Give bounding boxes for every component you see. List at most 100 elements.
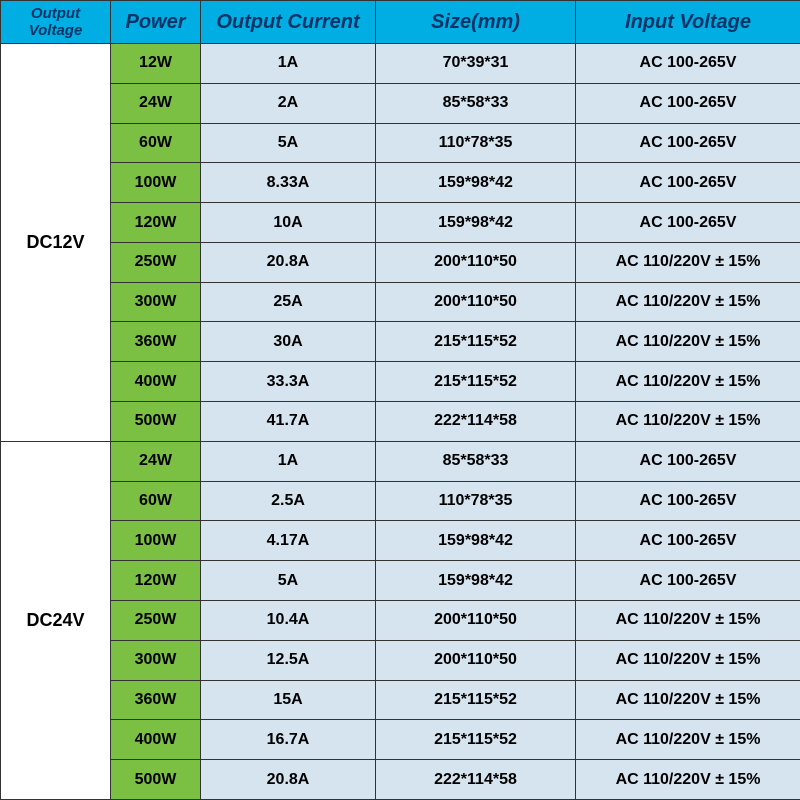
col-size: Size(mm) xyxy=(376,1,576,44)
table-row: 400W16.7A215*115*52AC 110/220V ± 15% xyxy=(1,720,800,760)
table-row: 24W2A85*58*33AC 100-265V xyxy=(1,83,800,123)
power-cell: 250W xyxy=(111,600,201,640)
size-cell: 85*58*33 xyxy=(376,83,576,123)
power-cell: 400W xyxy=(111,362,201,402)
size-cell: 215*115*52 xyxy=(376,362,576,402)
current-cell: 10.4A xyxy=(201,600,376,640)
size-cell: 159*98*42 xyxy=(376,203,576,243)
input-cell: AC 110/220V ± 15% xyxy=(576,322,800,362)
input-cell: AC 110/220V ± 15% xyxy=(576,720,800,760)
table-row: 250W20.8A200*110*50AC 110/220V ± 15% xyxy=(1,242,800,282)
power-cell: 24W xyxy=(111,83,201,123)
size-cell: 159*98*42 xyxy=(376,521,576,561)
size-cell: 110*78*35 xyxy=(376,481,576,521)
current-cell: 2.5A xyxy=(201,481,376,521)
table-row: 250W10.4A200*110*50AC 110/220V ± 15% xyxy=(1,600,800,640)
current-cell: 33.3A xyxy=(201,362,376,402)
size-cell: 200*110*50 xyxy=(376,600,576,640)
table-row: 120W10A159*98*42AC 100-265V xyxy=(1,203,800,243)
power-cell: 120W xyxy=(111,203,201,243)
size-cell: 200*110*50 xyxy=(376,282,576,322)
table-row: 120W5A159*98*42AC 100-265V xyxy=(1,561,800,601)
current-cell: 10A xyxy=(201,203,376,243)
size-cell: 70*39*31 xyxy=(376,44,576,84)
current-cell: 4.17A xyxy=(201,521,376,561)
power-cell: 500W xyxy=(111,402,201,442)
size-cell: 215*115*52 xyxy=(376,322,576,362)
current-cell: 25A xyxy=(201,282,376,322)
size-cell: 85*58*33 xyxy=(376,441,576,481)
table-row: 100W4.17A159*98*42AC 100-265V xyxy=(1,521,800,561)
table-body: DC12V12W1A70*39*31AC 100-265V24W2A85*58*… xyxy=(1,44,800,800)
col-input-voltage: Input Voltage xyxy=(576,1,800,44)
table-row: 400W33.3A215*115*52AC 110/220V ± 15% xyxy=(1,362,800,402)
power-cell: 120W xyxy=(111,561,201,601)
table-row: DC12V12W1A70*39*31AC 100-265V xyxy=(1,44,800,84)
col-power: Power xyxy=(111,1,201,44)
power-cell: 60W xyxy=(111,481,201,521)
current-cell: 20.8A xyxy=(201,760,376,800)
input-cell: AC 100-265V xyxy=(576,203,800,243)
input-cell: AC 110/220V ± 15% xyxy=(576,640,800,680)
current-cell: 2A xyxy=(201,83,376,123)
input-cell: AC 110/220V ± 15% xyxy=(576,242,800,282)
voltage-cell: DC12V xyxy=(1,44,111,442)
col-output-current: Output Current xyxy=(201,1,376,44)
power-cell: 360W xyxy=(111,680,201,720)
current-cell: 1A xyxy=(201,44,376,84)
current-cell: 41.7A xyxy=(201,402,376,442)
power-cell: 300W xyxy=(111,640,201,680)
power-cell: 400W xyxy=(111,720,201,760)
input-cell: AC 100-265V xyxy=(576,441,800,481)
size-cell: 222*114*58 xyxy=(376,760,576,800)
table-row: DC24V24W1A85*58*33AC 100-265V xyxy=(1,441,800,481)
size-cell: 200*110*50 xyxy=(376,242,576,282)
size-cell: 215*115*52 xyxy=(376,680,576,720)
size-cell: 159*98*42 xyxy=(376,561,576,601)
input-cell: AC 100-265V xyxy=(576,561,800,601)
current-cell: 12.5A xyxy=(201,640,376,680)
voltage-cell: DC24V xyxy=(1,441,111,799)
input-cell: AC 110/220V ± 15% xyxy=(576,402,800,442)
power-cell: 250W xyxy=(111,242,201,282)
power-cell: 300W xyxy=(111,282,201,322)
input-cell: AC 110/220V ± 15% xyxy=(576,362,800,402)
table-row: 300W12.5A200*110*50AC 110/220V ± 15% xyxy=(1,640,800,680)
size-cell: 159*98*42 xyxy=(376,163,576,203)
input-cell: AC 100-265V xyxy=(576,83,800,123)
table-row: 500W20.8A222*114*58AC 110/220V ± 15% xyxy=(1,760,800,800)
input-cell: AC 100-265V xyxy=(576,44,800,84)
power-cell: 360W xyxy=(111,322,201,362)
power-cell: 100W xyxy=(111,163,201,203)
table-row: 360W30A215*115*52AC 110/220V ± 15% xyxy=(1,322,800,362)
power-cell: 24W xyxy=(111,441,201,481)
table-row: 300W25A200*110*50AC 110/220V ± 15% xyxy=(1,282,800,322)
table-row: 360W15A215*115*52AC 110/220V ± 15% xyxy=(1,680,800,720)
size-cell: 200*110*50 xyxy=(376,640,576,680)
current-cell: 20.8A xyxy=(201,242,376,282)
current-cell: 16.7A xyxy=(201,720,376,760)
table-row: 500W41.7A222*114*58AC 110/220V ± 15% xyxy=(1,402,800,442)
current-cell: 5A xyxy=(201,123,376,163)
power-cell: 500W xyxy=(111,760,201,800)
input-cell: AC 110/220V ± 15% xyxy=(576,760,800,800)
power-cell: 12W xyxy=(111,44,201,84)
size-cell: 222*114*58 xyxy=(376,402,576,442)
size-cell: 215*115*52 xyxy=(376,720,576,760)
col-output-voltage: Output Voltage xyxy=(1,1,111,44)
table-row: 60W5A110*78*35AC 100-265V xyxy=(1,123,800,163)
input-cell: AC 100-265V xyxy=(576,521,800,561)
input-cell: AC 110/220V ± 15% xyxy=(576,680,800,720)
input-cell: AC 100-265V xyxy=(576,123,800,163)
input-cell: AC 110/220V ± 15% xyxy=(576,600,800,640)
input-cell: AC 100-265V xyxy=(576,163,800,203)
current-cell: 1A xyxy=(201,441,376,481)
table-row: 100W8.33A159*98*42AC 100-265V xyxy=(1,163,800,203)
table-row: 60W2.5A110*78*35AC 100-265V xyxy=(1,481,800,521)
input-cell: AC 110/220V ± 15% xyxy=(576,282,800,322)
input-cell: AC 100-265V xyxy=(576,481,800,521)
table-header: Output Voltage Power Output Current Size… xyxy=(1,1,800,44)
current-cell: 30A xyxy=(201,322,376,362)
power-cell: 60W xyxy=(111,123,201,163)
current-cell: 15A xyxy=(201,680,376,720)
